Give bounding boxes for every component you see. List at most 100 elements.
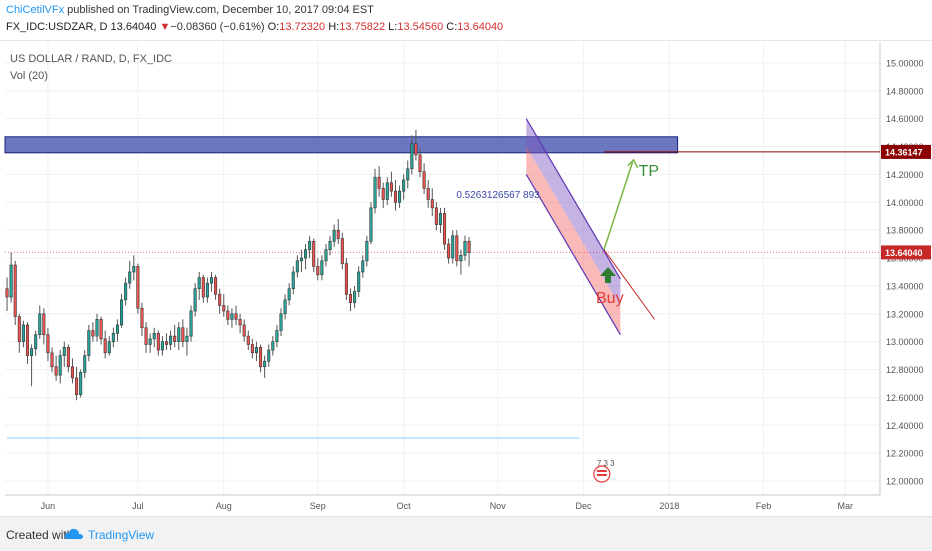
resistance-zone <box>4 136 679 154</box>
chart-title: US DOLLAR / RAND, D, FX_IDC <box>10 53 172 65</box>
x-tick-label: 2018 <box>659 501 679 511</box>
annotations: 0.5263126567 893 TP Buy 7 3 3 <box>456 158 659 483</box>
candle-body <box>459 254 463 262</box>
price-change: −0.08360 (−0.61%) <box>170 21 265 33</box>
candle-body <box>254 346 258 354</box>
candle-body <box>115 324 119 334</box>
x-tick-label: Mar <box>837 501 853 511</box>
candle-body <box>46 334 50 354</box>
x-tick-label: Sep <box>310 501 326 511</box>
y-tick-label: 12.60000 <box>886 393 924 403</box>
tp-label: TP <box>639 163 659 180</box>
y-tick-label: 14.20000 <box>886 170 924 180</box>
candle-body <box>283 299 287 315</box>
candle-body <box>373 176 377 209</box>
candle-body <box>385 182 389 200</box>
candle-body <box>5 288 9 298</box>
candle-body <box>402 179 406 192</box>
candle-body <box>169 335 173 345</box>
buy-arrow-icon <box>600 267 617 284</box>
y-tick-label: 12.00000 <box>886 477 924 487</box>
candle-body <box>79 372 83 395</box>
price-tag-label: 14.36147 <box>885 147 923 157</box>
close-label: C: <box>446 21 458 33</box>
candle-body <box>271 341 275 351</box>
candle-body <box>336 229 340 239</box>
candle-body <box>320 260 324 276</box>
candle-body <box>242 324 246 337</box>
candle-body <box>177 327 181 342</box>
candle-body <box>214 277 218 295</box>
candle-body <box>234 313 238 320</box>
candle-body <box>95 319 99 337</box>
y-tick-label: 13.20000 <box>886 309 924 319</box>
time-axis: Jun Jul Aug Sep Oct Nov Dec 2018 Feb Mar <box>41 501 853 511</box>
last-price: 13.64040 <box>110 21 157 33</box>
candle-body <box>9 264 13 298</box>
price-tag <box>881 245 931 260</box>
candle-body <box>393 190 398 203</box>
candle-body <box>58 355 62 376</box>
open-label: O: <box>267 21 280 33</box>
price-tag <box>881 144 931 159</box>
event-badge-counts: 7 3 3 <box>597 459 615 468</box>
candle-body <box>348 293 353 303</box>
candle-body <box>263 360 267 368</box>
author-link[interactable]: ChiCetilVFx <box>6 4 65 16</box>
publish-line: ChiCetilVFx published on TradingView.com… <box>6 4 374 16</box>
candle-body <box>467 241 471 253</box>
candle-body <box>443 213 447 245</box>
candle-body <box>66 346 70 368</box>
candle-body <box>295 260 299 273</box>
candle-body <box>291 271 295 290</box>
y-tick-label: 14.60000 <box>886 114 924 124</box>
candle-body <box>410 143 414 170</box>
created-with-text: Created with <box>6 528 74 542</box>
candle-body <box>365 241 369 262</box>
candle-body <box>353 291 357 303</box>
candle-body <box>152 333 156 340</box>
candle-body <box>332 229 336 242</box>
candle-body <box>324 249 328 262</box>
candle-body <box>13 264 17 317</box>
tradingview-cloud-icon[interactable] <box>64 526 84 542</box>
channel-lower-fill <box>526 146 621 335</box>
candle-body <box>389 182 393 192</box>
candle-body <box>185 335 189 342</box>
y-tick-label: 12.40000 <box>886 421 924 431</box>
candle-body <box>99 319 103 340</box>
candle-body <box>50 352 54 368</box>
candle-body <box>369 207 373 242</box>
flag-stripe <box>596 470 607 472</box>
y-tick-label: 14.80000 <box>886 86 924 96</box>
candle-body <box>218 293 222 306</box>
candle-body <box>197 277 201 290</box>
candle-body <box>250 344 254 354</box>
footer-bar: Created with TradingView <box>0 516 932 551</box>
y-tick-label: 13.00000 <box>886 337 924 347</box>
open-value: 13.72320 <box>279 21 326 33</box>
candle-body <box>340 238 344 264</box>
high-label: H: <box>328 21 340 33</box>
price-axis: 15.0000014.8000014.6000014.4000014.20000… <box>881 58 931 487</box>
candle-body <box>230 313 234 320</box>
candle-body <box>299 257 303 262</box>
candle-body <box>173 335 177 342</box>
tp-arrowhead-icon <box>627 158 639 169</box>
candle-body <box>30 348 34 356</box>
candle-body <box>414 143 418 156</box>
candle-body <box>463 241 467 256</box>
chart-grid <box>5 42 881 496</box>
channel-bottom-line <box>525 174 621 336</box>
candle-body <box>111 333 115 342</box>
price-chart[interactable]: 0.5263126567 893 TP Buy 7 3 3 15.00000 14.80… <box>0 0 932 516</box>
candle-body <box>455 235 459 262</box>
tradingview-brand-link[interactable]: TradingView <box>88 528 155 542</box>
candle-body <box>189 310 193 337</box>
candle-body <box>357 271 361 292</box>
candle-body <box>426 188 430 200</box>
candle-body <box>42 313 46 336</box>
candle-body <box>377 176 381 189</box>
symbol-name[interactable]: FX_IDC:USDZAR, D <box>6 21 108 33</box>
candle-body <box>312 241 316 267</box>
